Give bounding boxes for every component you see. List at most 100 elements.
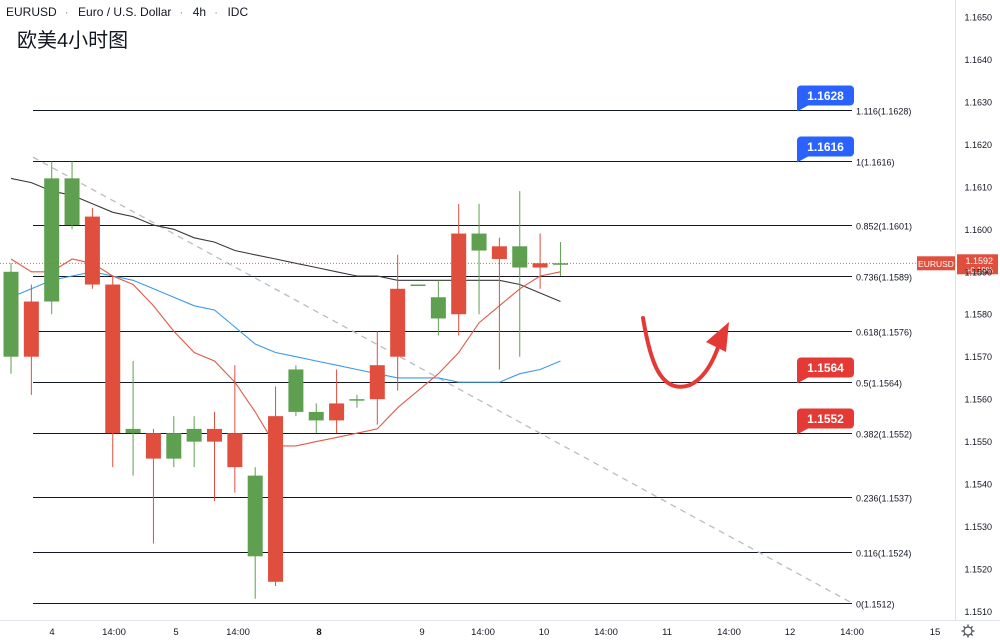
time-tick-label: 14:00 [102, 627, 126, 638]
candle-body [471, 233, 487, 251]
price-badge-pointer [797, 99, 808, 112]
price-tick-label: 1.1550 [964, 437, 992, 447]
price-badge [797, 85, 854, 106]
data-source: IDC [227, 5, 249, 19]
candle-body [512, 246, 528, 268]
candle-body [552, 263, 568, 265]
price-tick-label: 1.1560 [964, 395, 992, 405]
candle-body [369, 365, 385, 400]
price-badge-text: 1.1616 [807, 140, 844, 154]
price-tick-label: 1.1600 [964, 225, 992, 235]
price-tick-label: 1.1570 [964, 352, 992, 362]
fib-level-label: 0.852(1.1601) [856, 222, 912, 232]
price-tick-label: 1.1650 [964, 12, 992, 22]
fib-level-label: 0.5(1.1564) [856, 379, 902, 389]
time-tick-label: 4 [49, 627, 54, 638]
candle-body [491, 246, 507, 260]
candle-body [247, 475, 263, 557]
price-tick-label: 1.1630 [964, 97, 992, 107]
fib-level-label: 1(1.1616) [856, 158, 895, 168]
price-tick-label: 1.1640 [964, 55, 992, 65]
candle-body [410, 284, 426, 287]
price-tick-label: 1.1530 [964, 522, 992, 532]
candle-body [227, 433, 243, 468]
candle-body [329, 403, 345, 421]
candle-body [23, 301, 39, 357]
candle-body [84, 216, 100, 285]
price-axis-divider [955, 0, 956, 620]
candle-body [451, 233, 467, 315]
time-tick-label: 15 [930, 627, 941, 638]
price-badge-pointer [797, 150, 808, 163]
time-tick-label: 14:00 [717, 627, 741, 638]
price-badge-text: 1.1628 [807, 89, 844, 103]
gear-icon-tooth [962, 625, 966, 629]
gear-icon-tooth [970, 625, 974, 629]
time-tick-label: 11 [662, 627, 672, 638]
price-badge [797, 136, 854, 157]
candle-body [64, 178, 80, 226]
trendline [32, 156, 853, 604]
fib-level-label: 0.736(1.1589) [856, 273, 912, 283]
price-badge-pointer [797, 371, 808, 384]
symbol[interactable]: EURUSD [6, 5, 57, 19]
price-tick-label: 1.1510 [964, 607, 992, 617]
candle-body [268, 416, 284, 582]
current-symbol-text: EURUSD [918, 259, 954, 269]
candle-body [145, 433, 161, 459]
time-tick-label: 14:00 [840, 627, 864, 638]
price-badge [797, 357, 854, 378]
time-tick-label: 14:00 [594, 627, 618, 638]
chart-title: 欧美4小时图 [17, 30, 129, 52]
candle-body [125, 428, 141, 434]
time-tick-label: 12 [785, 627, 796, 638]
candle-body [3, 271, 19, 357]
fib-level-label: 0.116(1.1524) [856, 549, 911, 559]
current-symbol-tag [917, 256, 955, 271]
candle-body [430, 297, 446, 319]
gear-icon-tooth [962, 633, 966, 637]
fib-level-label: 0.382(1.1552) [856, 430, 912, 440]
price-tick-label: 1.1540 [964, 480, 992, 490]
gear-icon[interactable] [963, 626, 973, 636]
moving-average-fast [10, 258, 561, 447]
instrument-name: Euro / U.S. Dollar [78, 5, 172, 19]
time-axis-divider [0, 620, 1000, 621]
price-badge-pointer [797, 422, 808, 435]
price-badge-text: 1.1564 [807, 361, 844, 375]
time-tick-label: 5 [173, 627, 178, 638]
price-tick-label: 1.1610 [964, 182, 992, 192]
gear-icon-tooth [970, 633, 974, 637]
fib-level-label: 1.116(1.1628) [856, 107, 911, 117]
price-badge-text: 1.1552 [807, 412, 844, 426]
candle-body [105, 284, 121, 434]
fib-level-label: 0.236(1.1537) [856, 494, 912, 504]
price-tick-label: 1.1590 [964, 267, 992, 277]
candle-body [308, 411, 324, 421]
projection-arrow [641, 316, 724, 389]
candle-body [532, 263, 548, 268]
interval[interactable]: 4h [192, 5, 207, 19]
price-badge [797, 408, 854, 429]
time-tick-label: 14:00 [226, 627, 250, 638]
time-tick-label: 10 [539, 627, 550, 638]
moving-average-slow [10, 177, 561, 303]
candle-body [186, 428, 202, 442]
price-tick-label: 1.1520 [964, 565, 992, 575]
projection-arrow-head [706, 322, 729, 352]
candle-body [390, 288, 406, 357]
time-tick-label: 14:00 [471, 627, 495, 638]
chart-header: EURUSD · Euro / U.S. Dollar · 4h · IDC [6, 5, 249, 19]
current-change-text: +0.19% [966, 266, 993, 275]
price-tick-label: 1.1580 [964, 310, 992, 320]
fib-level-label: 0(1.1512) [856, 600, 895, 610]
price-tick-label: 1.1620 [964, 140, 992, 150]
candle-body [166, 433, 182, 459]
candle-body [44, 178, 60, 302]
current-price-text: 1.1592 [965, 256, 993, 266]
moving-average-mid [10, 271, 561, 383]
fib-level-label: 0.618(1.1576) [856, 328, 912, 338]
time-tick-label: 9 [419, 627, 424, 638]
time-tick-label: 8 [316, 627, 321, 638]
